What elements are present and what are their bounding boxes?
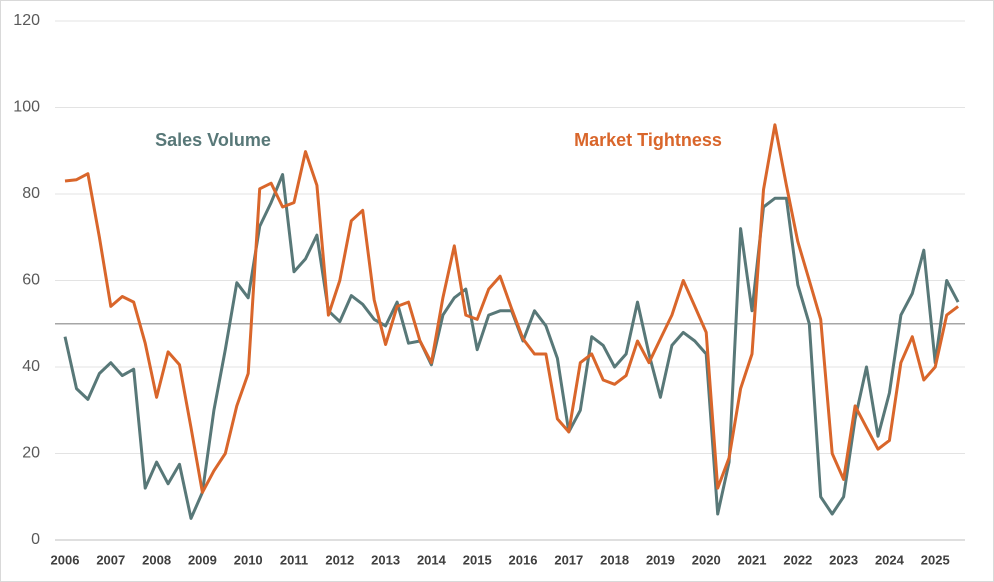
x-tick-label: 2016 (509, 552, 538, 567)
y-tick-label: 80 (22, 185, 40, 202)
y-tick-label: 60 (22, 272, 40, 289)
x-tick-label: 2017 (554, 552, 583, 567)
x-tick-label: 2018 (600, 552, 629, 567)
x-tick-label: 2012 (325, 552, 354, 567)
series-line (64, 123, 960, 494)
x-tick-label: 2024 (875, 552, 905, 567)
y-tick-label: 120 (13, 12, 40, 29)
x-tick-label: 2019 (646, 552, 675, 567)
x-tick-label: 2023 (829, 552, 858, 567)
x-tick-label: 2014 (417, 552, 447, 567)
x-tick-label: 2006 (51, 552, 80, 567)
x-tick-label: 2008 (142, 552, 171, 567)
series-annotation: Sales Volume (155, 130, 271, 150)
x-tick-label: 2015 (463, 552, 492, 567)
y-tick-label: 20 (22, 445, 40, 462)
y-tick-label: 0 (31, 531, 40, 548)
x-tick-label: 2021 (738, 552, 767, 567)
x-tick-label: 2022 (783, 552, 812, 567)
y-tick-label: 100 (13, 99, 40, 116)
y-tick-label: 40 (22, 358, 40, 375)
x-tick-label: 2013 (371, 552, 400, 567)
x-tick-label: 2011 (280, 552, 308, 567)
x-tick-label: 2009 (188, 552, 217, 567)
series-annotation: Market Tightness (574, 130, 722, 150)
x-tick-label: 2007 (96, 552, 125, 567)
x-tick-label: 2025 (921, 552, 950, 567)
x-tick-label: 2020 (692, 552, 721, 567)
x-tick-label: 2010 (234, 552, 263, 567)
